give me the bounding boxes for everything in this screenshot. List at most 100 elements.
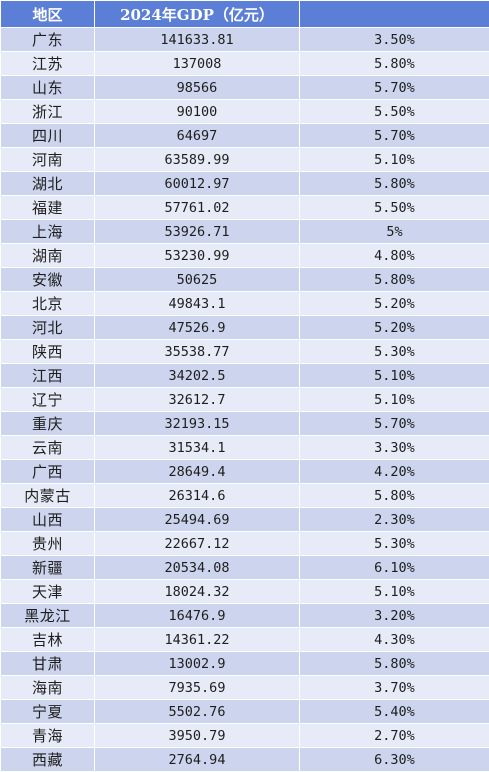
- cell-gdp: 35538.77: [95, 340, 300, 364]
- cell-gdp: 49843.1: [95, 292, 300, 316]
- cell-gdp: 63589.99: [95, 148, 300, 172]
- cell-growth: 4.20%: [300, 460, 489, 484]
- cell-region: 宁夏: [1, 700, 95, 724]
- cell-growth: 2.30%: [300, 508, 489, 532]
- cell-region: 青海: [1, 724, 95, 748]
- cell-region: 浙江: [1, 100, 95, 124]
- cell-region: 内蒙古: [1, 484, 95, 508]
- cell-growth: 6.30%: [300, 748, 489, 772]
- cell-region: 四川: [1, 124, 95, 148]
- cell-region: 广西: [1, 460, 95, 484]
- cell-region: 北京: [1, 292, 95, 316]
- cell-growth: 5.10%: [300, 580, 489, 604]
- cell-growth: 3.50%: [300, 28, 489, 52]
- cell-region: 陕西: [1, 340, 95, 364]
- cell-region: 新疆: [1, 556, 95, 580]
- cell-growth: 5.80%: [300, 652, 489, 676]
- cell-growth: 5.50%: [300, 100, 489, 124]
- cell-gdp: 53230.99: [95, 244, 300, 268]
- cell-growth: 5.80%: [300, 172, 489, 196]
- cell-region: 云南: [1, 436, 95, 460]
- cell-region: 海南: [1, 676, 95, 700]
- cell-growth: 5.40%: [300, 700, 489, 724]
- cell-gdp: 31534.1: [95, 436, 300, 460]
- cell-gdp: 25494.69: [95, 508, 300, 532]
- table-header-row: 地区 2024年GDP（亿元）: [1, 1, 489, 28]
- cell-growth: 5.30%: [300, 532, 489, 556]
- cell-growth: 4.80%: [300, 244, 489, 268]
- cell-growth: 2.70%: [300, 724, 489, 748]
- cell-growth: 5.10%: [300, 364, 489, 388]
- cell-gdp: 22667.12: [95, 532, 300, 556]
- cell-growth: 5.70%: [300, 412, 489, 436]
- cell-growth: 5.30%: [300, 340, 489, 364]
- cell-gdp: 137008: [95, 52, 300, 76]
- cell-gdp: 26314.6: [95, 484, 300, 508]
- cell-region: 安徽: [1, 268, 95, 292]
- cell-region: 吉林: [1, 628, 95, 652]
- cell-growth: 5.20%: [300, 316, 489, 340]
- cell-gdp: 20534.08: [95, 556, 300, 580]
- cell-growth: 5%: [300, 220, 489, 244]
- cell-region: 山东: [1, 76, 95, 100]
- cell-region: 湖北: [1, 172, 95, 196]
- cell-region: 辽宁: [1, 388, 95, 412]
- cell-gdp: 32193.15: [95, 412, 300, 436]
- cell-gdp: 47526.9: [95, 316, 300, 340]
- cell-gdp: 34202.5: [95, 364, 300, 388]
- cell-region: 湖南: [1, 244, 95, 268]
- cell-gdp: 18024.32: [95, 580, 300, 604]
- cell-region: 黑龙江: [1, 604, 95, 628]
- cell-gdp: 90100: [95, 100, 300, 124]
- cell-growth: 5.20%: [300, 292, 489, 316]
- cell-gdp: 16476.9: [95, 604, 300, 628]
- cell-region: 甘肃: [1, 652, 95, 676]
- cell-growth: 3.30%: [300, 436, 489, 460]
- cell-growth: 5.50%: [300, 196, 489, 220]
- cell-gdp: 7935.69: [95, 676, 300, 700]
- cell-region: 江苏: [1, 52, 95, 76]
- cell-growth: 5.10%: [300, 148, 489, 172]
- cell-gdp: 141633.81: [95, 28, 300, 52]
- cell-gdp: 60012.97: [95, 172, 300, 196]
- cell-gdp: 28649.4: [95, 460, 300, 484]
- cell-growth: 5.80%: [300, 268, 489, 292]
- cell-gdp: 14361.22: [95, 628, 300, 652]
- cell-growth: 3.70%: [300, 676, 489, 700]
- cell-growth: 5.80%: [300, 484, 489, 508]
- cell-region: 上海: [1, 220, 95, 244]
- cell-gdp: 2764.94: [95, 748, 300, 772]
- cell-gdp: 3950.79: [95, 724, 300, 748]
- cell-region: 重庆: [1, 412, 95, 436]
- column-header-region: 地区: [1, 1, 95, 28]
- cell-region: 河北: [1, 316, 95, 340]
- cell-gdp: 53926.71: [95, 220, 300, 244]
- column-header-gdp: 2024年GDP（亿元）: [95, 1, 300, 28]
- cell-growth: 6.10%: [300, 556, 489, 580]
